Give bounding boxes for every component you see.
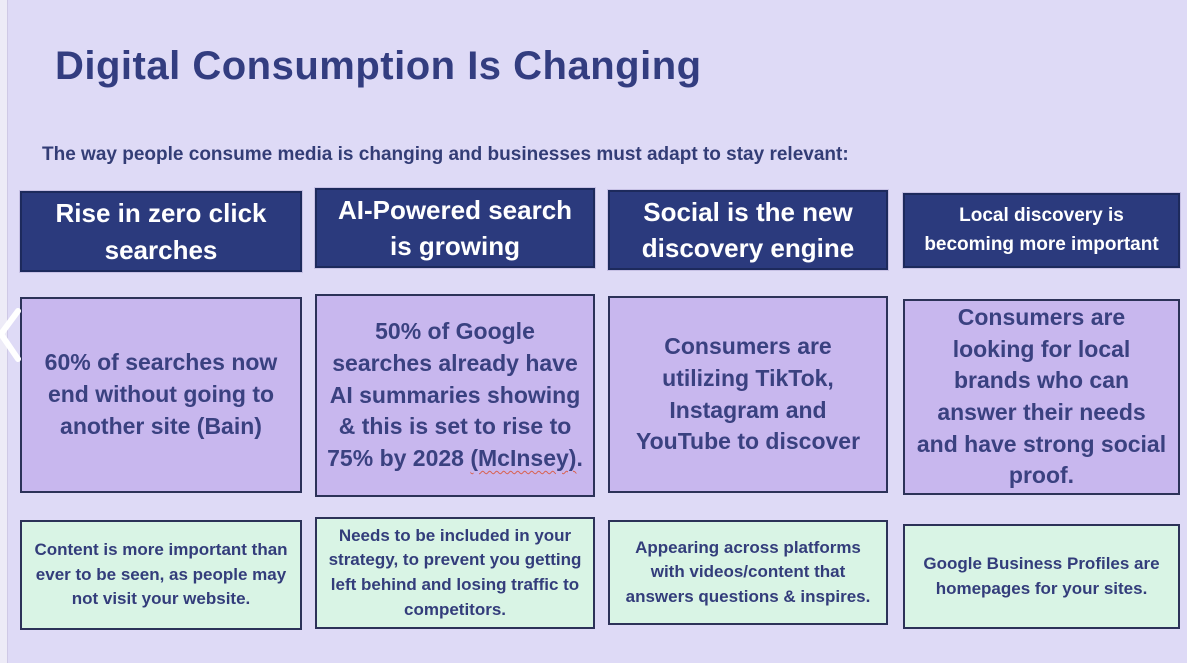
header-label: Social is the new discovery engine [641,196,855,263]
takeaway-box-ai-search: Needs to be included in your strategy, t… [315,517,595,629]
stat-text: Consumers are looking for local brands w… [916,303,1167,489]
stat-box-local-discovery: Consumers are looking for local brands w… [903,299,1180,495]
stat-text: Consumers are utilizing TikTok, Instagra… [635,333,861,455]
header-label: AI-Powered search is growing [337,194,573,261]
takeaway-text: Needs to be included in your strategy, t… [328,525,582,619]
stat-box-social-discovery: Consumers are utilizing TikTok, Instagra… [608,296,888,493]
header-box-social-discovery: Social is the new discovery engine [607,189,889,271]
takeaway-box-local-discovery: Google Business Profiles are homepages f… [903,524,1180,629]
stat-text-misspelled-word: (McInsey) [470,445,577,472]
header-label: Local discovery is becoming more importa… [924,205,1159,255]
header-box-local-discovery: Local discovery is becoming more importa… [902,192,1181,269]
stat-text-period: . [576,445,583,472]
stat-text: 60% of searches now end without going to… [44,349,278,439]
header-label: Rise in zero click searches [55,198,267,265]
stat-text: 50% of Google searches already have AI s… [327,316,583,475]
page-title: Digital Consumption Is Changing [55,44,702,88]
takeaway-text: Google Business Profiles are homepages f… [923,553,1160,598]
stat-text-main: 50% of Google searches already have AI s… [327,318,581,472]
stat-box-ai-search: 50% of Google searches already have AI s… [315,294,595,497]
stat-box-zero-click: 60% of searches now end without going to… [20,297,302,493]
takeaway-box-zero-click: Content is more important than ever to b… [20,520,302,630]
takeaway-text: Content is more important than ever to b… [34,540,288,609]
takeaway-text: Appearing across platforms with videos/c… [625,537,871,606]
chevron-left-icon [0,308,21,362]
header-box-ai-search: AI-Powered search is growing [314,187,596,269]
previous-slide-button[interactable] [0,303,22,367]
header-box-zero-click: Rise in zero click searches [19,190,303,273]
takeaway-box-social-discovery: Appearing across platforms with videos/c… [608,520,888,625]
page-subtitle: The way people consume media is changing… [42,144,849,165]
